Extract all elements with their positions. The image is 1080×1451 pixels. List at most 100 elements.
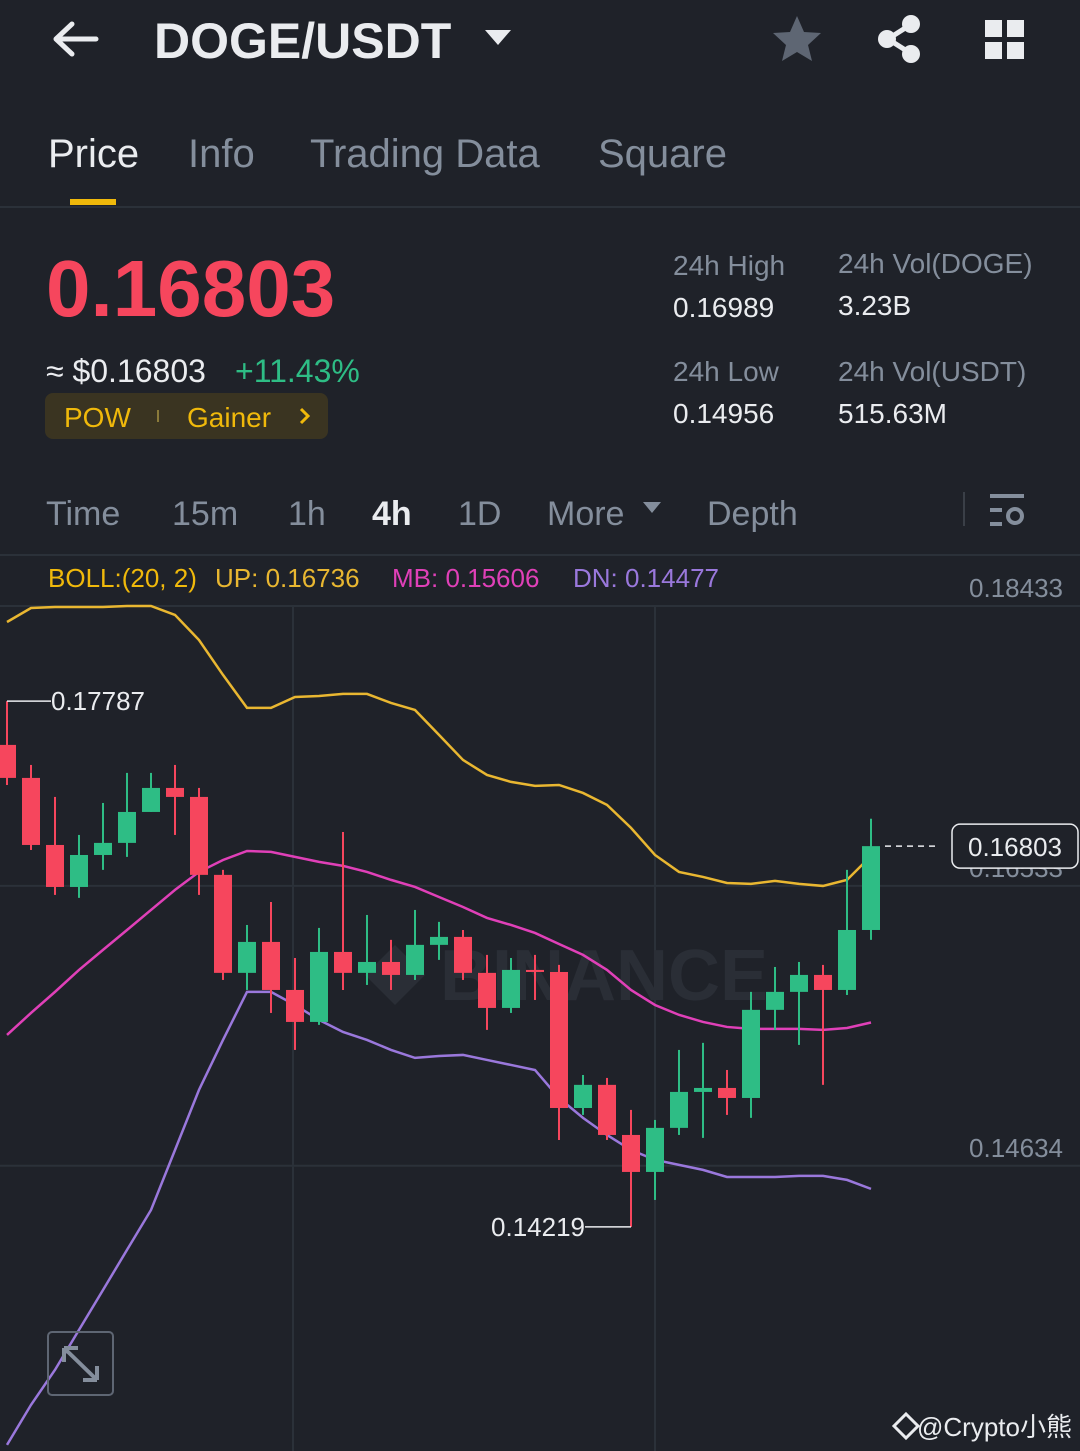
stat-value: 515.63M (838, 398, 947, 429)
back-button[interactable] (53, 21, 99, 57)
chip-tag: POW (64, 402, 131, 433)
band-line (6, 849, 872, 1036)
stat-label: 24h Low (673, 356, 780, 387)
pair-title[interactable]: DOGE/USDT (154, 13, 451, 69)
candle-body (22, 777, 40, 845)
apps-square (985, 20, 1002, 37)
last-price-label: 0.16803 (968, 832, 1062, 862)
legend-entry: MB: 0.15606 (392, 563, 539, 593)
candle-body (694, 1087, 712, 1092)
stat-label: 24h High (673, 250, 785, 281)
candle-body (478, 972, 496, 1008)
candle-body (94, 842, 112, 855)
candle-body (286, 989, 304, 1022)
y-tick-label: 0.14634 (969, 1133, 1063, 1163)
candle-body (46, 844, 64, 887)
share-dot (902, 15, 920, 33)
candle-body (238, 941, 256, 973)
credit-logo (891, 1411, 921, 1441)
candle-body (142, 787, 160, 812)
candle-body (814, 974, 832, 990)
candle-body (430, 936, 448, 945)
candle-body (262, 941, 280, 990)
candle-body (118, 811, 136, 843)
candle-body (766, 991, 784, 1010)
candle-body (670, 1091, 688, 1128)
timeframe-active[interactable]: 4h (372, 495, 412, 533)
candle-body (526, 969, 544, 972)
candle-body (598, 1084, 616, 1135)
candle-body (742, 1009, 760, 1098)
candle-body (646, 1127, 664, 1172)
last-price: 0.16803 (46, 244, 335, 333)
share-dot (878, 30, 896, 48)
expand-icon (62, 1346, 99, 1382)
stat-value: 0.16989 (673, 292, 774, 323)
tab[interactable]: Price (48, 132, 139, 176)
candle-body (334, 951, 352, 973)
back-arrow (53, 21, 99, 57)
credit-watermark: @Crypto小熊 (917, 1412, 1072, 1442)
high-annotation: 0.17787 (51, 686, 145, 716)
candle-body (0, 744, 16, 778)
timeframe[interactable]: 15m (172, 495, 238, 533)
low-annotation: 0.14219 (491, 1212, 585, 1242)
y-tick-label: 0.18433 (969, 573, 1063, 603)
more-dropdown[interactable] (643, 502, 661, 513)
price-change: +11.43% (235, 353, 360, 389)
candle-body (574, 1084, 592, 1108)
tab[interactable]: Info (188, 132, 255, 176)
timeframe[interactable]: Depth (707, 495, 798, 533)
chip-tag: Gainer (187, 402, 271, 433)
legend-entry: DN: 0.14477 (573, 563, 719, 593)
candle-body (310, 951, 328, 1022)
share-dot (902, 45, 920, 63)
fiat-price: ≈ $0.16803 (46, 353, 206, 389)
settings-gear (1006, 507, 1024, 525)
stat-label: 24h Vol(USDT) (838, 356, 1026, 387)
candle-body (190, 796, 208, 875)
tab[interactable]: Trading Data (310, 132, 541, 176)
timeframe[interactable]: Time (46, 495, 120, 533)
timeframe[interactable]: 1D (458, 495, 501, 533)
timeframe[interactable]: 1h (288, 495, 326, 533)
apps-button[interactable] (985, 20, 1024, 59)
stat-value: 0.14956 (673, 398, 774, 429)
share-button[interactable] (878, 15, 920, 63)
chip-chevron (299, 407, 311, 425)
candle-body (358, 961, 376, 973)
expand-frame (47, 1331, 114, 1396)
candle-body (454, 936, 472, 973)
apps-square (1007, 20, 1024, 37)
candle-body (166, 787, 184, 797)
candle-body (382, 961, 400, 975)
candle-body (406, 944, 424, 975)
stat-label: 24h Vol(DOGE) (838, 248, 1033, 279)
tab[interactable]: Square (598, 132, 727, 176)
indicator-label: BOLL:(20, 2) (48, 563, 197, 593)
expand-button[interactable] (47, 1331, 114, 1396)
last-price-box (951, 823, 1079, 869)
tab-indicator (70, 199, 116, 205)
chart-settings[interactable] (990, 494, 1024, 526)
candle-body (622, 1134, 640, 1172)
timeframe[interactable]: More (547, 495, 624, 533)
tag-chip[interactable]: POW Gainer (45, 393, 328, 439)
candle-body (790, 974, 808, 992)
candle-body (550, 971, 568, 1108)
favorite-star[interactable] (773, 16, 821, 61)
chip-background (45, 393, 328, 439)
apps-square (985, 42, 1002, 59)
stat-value: 3.23B (838, 290, 911, 321)
band-line (5, 990, 872, 1446)
candle-body (862, 846, 880, 930)
candle-body (718, 1087, 736, 1098)
pair-dropdown[interactable] (485, 30, 511, 45)
candle-body (214, 874, 232, 973)
candle-body (502, 969, 520, 1008)
candle-body (838, 929, 856, 990)
